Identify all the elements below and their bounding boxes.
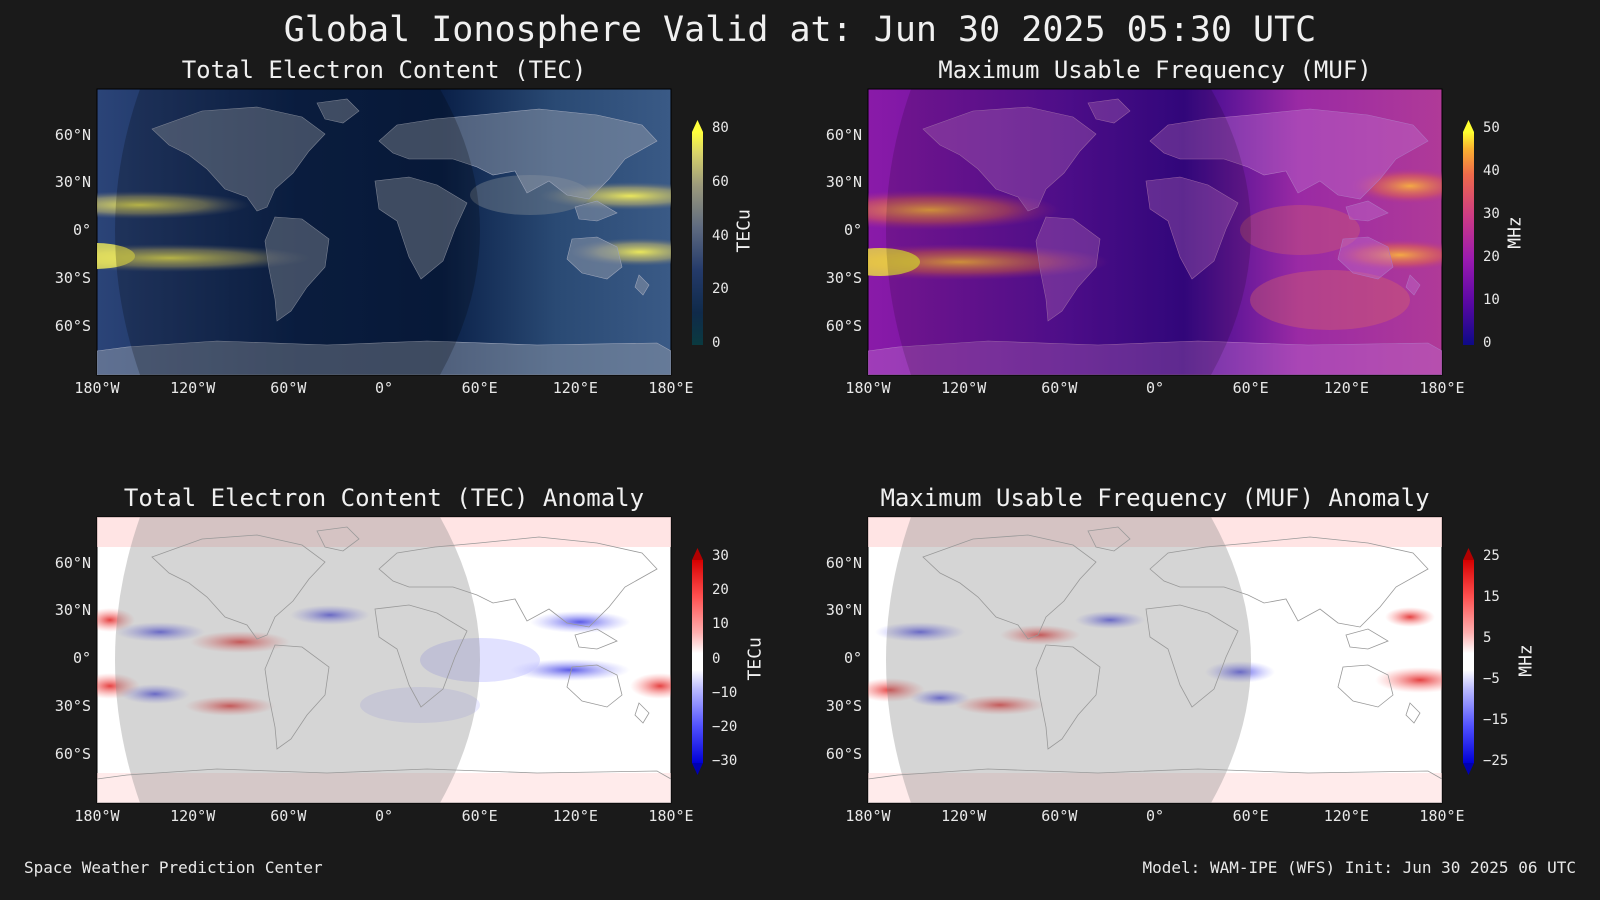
lat-tick-label: 60°S: [825, 316, 862, 335]
lat-tick-label: 30°S: [54, 268, 91, 287]
lat-tick-label: 60°N: [54, 125, 91, 144]
lon-tick-label: 0°: [374, 807, 394, 825]
lon-tick-label: 120°E: [552, 807, 598, 825]
lon-tick-label: 60°W: [270, 807, 307, 825]
colorbar-tick-label: 30: [712, 548, 729, 564]
colorbar-tick-label: 10: [1483, 292, 1500, 308]
lon-tick-label: 120°W: [941, 807, 987, 825]
footer-left-credit: Space Weather Prediction Center: [24, 858, 323, 877]
muf-anomaly-colorbar-unit: MHz: [1515, 644, 1537, 677]
lon-tick-label: 180°E: [648, 379, 694, 397]
tec-anomaly-panel-title: Total Electron Content (TEC) Anomaly: [123, 484, 645, 512]
colorbar-tick-label: 25: [1483, 548, 1500, 564]
lat-tick-label: 30°S: [825, 268, 862, 287]
lon-tick-label: 120°W: [170, 807, 216, 825]
lat-tick-label: 30°S: [825, 696, 862, 715]
lon-tick-label: 60°E: [461, 379, 498, 397]
lon-tick-label: 60°E: [461, 807, 498, 825]
colorbar-tick-label: 5: [1483, 630, 1492, 646]
lon-tick-label: 180°E: [648, 807, 694, 825]
lon-tick-label: 60°W: [1041, 379, 1078, 397]
lat-tick-label: 30°N: [825, 173, 862, 192]
lon-tick-label: 60°E: [1232, 807, 1269, 825]
lon-tick-label: 180°E: [1419, 807, 1465, 825]
lat-tick-label: 60°N: [825, 553, 862, 572]
footer-right-model-info: Model: WAM-IPE (WFS) Init: Jun 30 2025 0…: [1142, 858, 1576, 877]
muf-anomaly-map: [867, 516, 1443, 804]
lon-tick-label: 0°: [1145, 807, 1165, 825]
lon-tick-label: 120°W: [941, 379, 987, 397]
lat-tick-label: 0°: [843, 221, 862, 240]
tec-anomaly-colorbar-unit: TECu: [744, 637, 766, 681]
muf-panel-title: Maximum Usable Frequency (MUF): [938, 56, 1372, 84]
colorbar-tick-label: 40: [1483, 163, 1500, 179]
lat-tick-label: 60°S: [54, 744, 91, 763]
colorbar-tick-label: 0: [712, 335, 721, 351]
colorbar-tick-label: 20: [712, 281, 729, 298]
lon-tick-label: 120°E: [1323, 379, 1369, 397]
colorbar-tick-label: −25: [1483, 753, 1509, 769]
lon-tick-label: 120°E: [552, 379, 598, 397]
lon-tick-label: 0°: [374, 379, 394, 397]
colorbar-tick-label: 40: [712, 227, 729, 244]
lon-tick-label: 180°E: [1419, 379, 1465, 397]
tec-anomaly-map: [96, 516, 672, 804]
colorbar-tick-label: −20: [712, 718, 738, 735]
tec-anomaly-colorbar: [692, 548, 703, 775]
page-title: Global Ionosphere Valid at: Jun 30 2025 …: [283, 10, 1317, 50]
lat-tick-label: 60°S: [54, 316, 91, 335]
colorbar-tick-label: 30: [1483, 206, 1500, 222]
lon-tick-label: 60°E: [1232, 379, 1269, 397]
colorbar-tick-label: 50: [1483, 120, 1500, 136]
tec-colorbar: [692, 120, 703, 345]
muf-colorbar-unit: MHz: [1504, 216, 1526, 249]
lat-tick-label: 0°: [72, 649, 91, 668]
colorbar-tick-label: 0: [712, 650, 721, 667]
colorbar-tick-label: 20: [1483, 249, 1500, 265]
lon-tick-label: 180°W: [74, 379, 120, 397]
colorbar-tick-label: −15: [1483, 712, 1509, 728]
lon-tick-label: 60°W: [1041, 807, 1078, 825]
lon-tick-label: 180°W: [845, 807, 891, 825]
colorbar-tick-label: 15: [1483, 589, 1500, 605]
muf-anomaly-colorbar: [1463, 548, 1474, 775]
lat-tick-label: 60°N: [54, 553, 91, 572]
lat-tick-label: 30°S: [54, 696, 91, 715]
lon-tick-label: 120°W: [170, 379, 216, 397]
lat-tick-label: 60°N: [825, 125, 862, 144]
lat-tick-label: 30°N: [54, 601, 91, 620]
colorbar-tick-label: 80: [712, 120, 729, 136]
lon-tick-label: 0°: [1145, 379, 1165, 397]
colorbar-tick-label: −5: [1483, 671, 1500, 687]
lon-tick-label: 180°W: [74, 807, 120, 825]
lon-tick-label: 180°W: [845, 379, 891, 397]
tec-panel-title: Total Electron Content (TEC): [181, 56, 587, 84]
tec-colorbar-unit: TECu: [733, 209, 755, 253]
colorbar-tick-label: 10: [712, 616, 729, 633]
muf-map: [867, 88, 1443, 376]
colorbar-tick-label: 60: [712, 173, 729, 190]
muf-anomaly-panel-title: Maximum Usable Frequency (MUF) Anomaly: [880, 484, 1430, 512]
colorbar-tick-label: −10: [712, 684, 738, 701]
lat-tick-label: 30°N: [54, 173, 91, 192]
lat-tick-label: 60°S: [825, 744, 862, 763]
colorbar-tick-label: −30: [712, 753, 738, 769]
lat-tick-label: 0°: [843, 649, 862, 668]
colorbar-tick-label: 20: [712, 582, 729, 599]
colorbar-tick-label: 0: [1483, 335, 1492, 351]
lon-tick-label: 60°W: [270, 379, 307, 397]
lat-tick-label: 30°N: [825, 601, 862, 620]
lon-tick-label: 120°E: [1323, 807, 1369, 825]
muf-colorbar: [1463, 120, 1474, 345]
lat-tick-label: 0°: [72, 221, 91, 240]
tec-map: [96, 88, 672, 376]
